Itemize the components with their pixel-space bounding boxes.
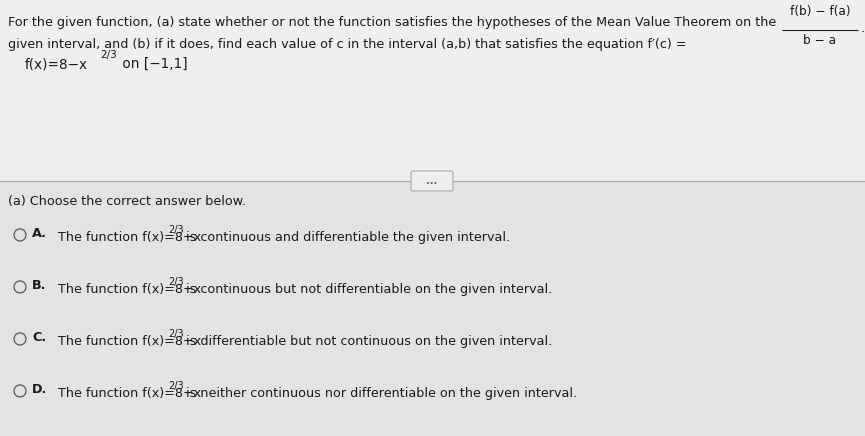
Text: 2/3: 2/3	[100, 50, 117, 60]
FancyBboxPatch shape	[411, 171, 453, 191]
Text: b − a: b − a	[804, 34, 836, 47]
Text: 2/3: 2/3	[169, 329, 184, 339]
Text: on [−1,1]: on [−1,1]	[118, 57, 188, 71]
Text: 2/3: 2/3	[169, 277, 184, 287]
Text: is continuous and differentiable the given interval.: is continuous and differentiable the giv…	[183, 231, 510, 244]
Text: f(x)=8−x: f(x)=8−x	[25, 57, 88, 71]
Text: The function f(x)=8−x: The function f(x)=8−x	[58, 283, 202, 296]
Bar	[0, 0, 865, 181]
Text: is continuous but not differentiable on the given interval.: is continuous but not differentiable on …	[183, 283, 553, 296]
Text: f(b) − f(a): f(b) − f(a)	[790, 5, 850, 18]
Text: is neither continuous nor differentiable on the given interval.: is neither continuous nor differentiable…	[183, 387, 577, 400]
Text: For the given function, (a) state whether or not the function satisfies the hypo: For the given function, (a) state whethe…	[8, 16, 776, 29]
Text: ...: ...	[426, 176, 438, 186]
Text: 2/3: 2/3	[169, 381, 184, 391]
Bar	[0, 181, 865, 436]
Text: given interval, and (b) if it does, find each value of c in the interval (a,b) t: given interval, and (b) if it does, find…	[8, 38, 687, 51]
Text: The function f(x)=8−x: The function f(x)=8−x	[58, 387, 202, 400]
Text: The function f(x)=8−x: The function f(x)=8−x	[58, 335, 202, 348]
Text: is differentiable but not continuous on the given interval.: is differentiable but not continuous on …	[183, 335, 553, 348]
Text: C.: C.	[32, 331, 46, 344]
Text: A.: A.	[32, 227, 47, 240]
Text: The function f(x)=8−x: The function f(x)=8−x	[58, 231, 202, 244]
Text: (a) Choose the correct answer below.: (a) Choose the correct answer below.	[8, 195, 247, 208]
Text: .: .	[861, 23, 865, 35]
Text: B.: B.	[32, 279, 47, 292]
Text: 2/3: 2/3	[169, 225, 184, 235]
Text: D.: D.	[32, 383, 48, 396]
